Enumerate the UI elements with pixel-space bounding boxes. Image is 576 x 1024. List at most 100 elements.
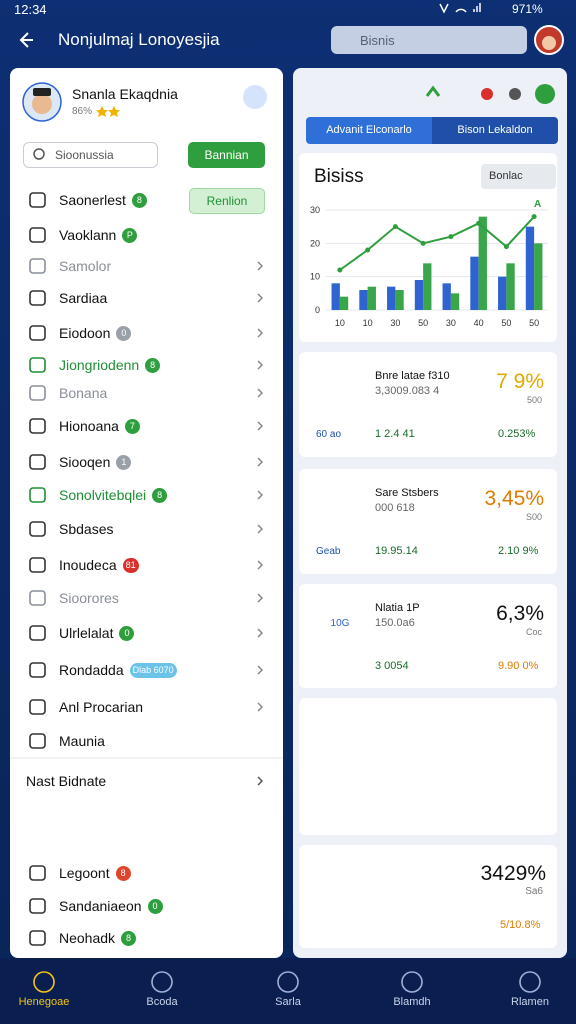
x-tick-label: 30	[390, 318, 400, 328]
menu-badge: 0	[116, 325, 132, 341]
nav-label[interactable]: Bcoda	[146, 996, 178, 1008]
nav-label[interactable]: Rlamen	[511, 996, 549, 1008]
menu-label: Samolor	[59, 258, 112, 274]
menu-item[interactable]: Maunia	[24, 730, 105, 752]
bottom-nav	[0, 958, 576, 1024]
section-title[interactable]: Nast Bidnate	[26, 773, 107, 789]
menu-item[interactable]: Ulrlelalat 0	[24, 622, 135, 644]
menu-badge: 8	[131, 192, 147, 208]
menu-badge: 0	[147, 898, 163, 914]
chevron	[257, 261, 264, 271]
card-value: 3,45%	[484, 487, 544, 510]
chart-title: Bisiss	[314, 166, 364, 187]
menu-item[interactable]: Rondadda Dlab 6070	[24, 659, 177, 681]
card-sub: 3,3009.083 4	[375, 385, 440, 397]
chart-annotation: A	[534, 199, 542, 210]
menu-icon	[29, 733, 46, 749]
last-foot: 5/10.8%	[500, 919, 541, 931]
menu-icon	[29, 557, 46, 573]
top-icon	[535, 84, 555, 104]
donut-label: 0.6	[333, 386, 347, 397]
chevron	[257, 593, 264, 603]
menu-label: Ulrlelalat	[59, 625, 114, 641]
sidebar-search[interactable]	[23, 142, 158, 168]
menu-label: Neohadk	[59, 930, 116, 946]
tab-label[interactable]: Bison Lekaldon	[457, 124, 533, 136]
menu-item[interactable]: Sioorores	[24, 587, 119, 609]
menu-label: Jiongriodenn	[59, 357, 140, 373]
menu-item[interactable]: Inoudeca 81	[24, 554, 139, 576]
bar	[339, 296, 349, 310]
card-value-sub: 500	[526, 395, 542, 405]
profile-rating: 86%	[72, 106, 93, 117]
sidebar-search-icon	[33, 148, 45, 160]
menu-label: Inoudeca	[59, 557, 117, 573]
profile-hat	[33, 88, 51, 96]
header-search[interactable]	[331, 26, 527, 54]
chevron	[257, 360, 264, 370]
menu-label: Hionoana	[59, 418, 119, 434]
card-title: Sare Stsbers	[375, 487, 439, 499]
tab-label[interactable]: Advanit Elconarlo	[326, 124, 412, 136]
menu-item[interactable]: Samolor	[24, 255, 111, 277]
menu-badge: 8	[115, 865, 131, 881]
nav-label[interactable]: Henegoae	[18, 996, 70, 1008]
stat-card	[299, 469, 557, 574]
line-point	[337, 267, 343, 273]
menu-item[interactable]: Sbdases	[24, 518, 113, 540]
menu-label: Anl Procarian	[59, 699, 144, 715]
chart-card	[299, 698, 557, 835]
item-button-text[interactable]: Renlion	[206, 194, 248, 208]
menu-item[interactable]: Anl Procarian	[24, 696, 143, 718]
menu-label: Maunia	[59, 733, 105, 749]
tab[interactable]	[306, 117, 432, 144]
bar	[498, 276, 507, 310]
chart-button[interactable]	[481, 164, 556, 189]
nav-icon	[33, 971, 55, 993]
menu-item[interactable]: Hionoana 7	[24, 415, 140, 437]
card-title: Bnre latae f310	[375, 370, 450, 382]
last-value: 3429%	[480, 862, 546, 885]
menu-label: Eiodoon	[59, 325, 111, 341]
menu-item[interactable]: Jiongriodenn 8	[24, 354, 161, 376]
menu-label: Saonerlest	[59, 192, 126, 208]
menu-item[interactable]: Vaoklann P	[24, 224, 138, 246]
menu-item[interactable]: Sardiaa	[24, 287, 107, 309]
menu-item[interactable]: Bonana	[24, 382, 107, 404]
sidebar-panel	[10, 68, 283, 958]
nav-label[interactable]: Sarla	[275, 996, 301, 1008]
card-value-sub: Coc	[525, 627, 542, 637]
menu-item[interactable]: Sonolvitebqlei 8	[24, 484, 168, 506]
header-title: Nonjulmaj Lonoyesjia	[58, 30, 220, 49]
nav-label[interactable]: Blamdh	[393, 996, 431, 1008]
item-button[interactable]	[189, 188, 265, 214]
menu-label: Sandaniaeon	[59, 898, 142, 914]
menu-badge: 81	[122, 557, 139, 573]
menu-item[interactable]: Siooqen 1	[24, 451, 132, 473]
menu-item[interactable]: Eiodoon 0	[24, 322, 132, 344]
menu-label: Rondadda	[59, 662, 124, 678]
menu-item[interactable]: Sandaniaeon 0	[24, 895, 163, 917]
menu-badge: P	[122, 227, 138, 243]
y-tick-label: 20	[310, 238, 320, 248]
tab[interactable]	[432, 117, 558, 144]
menu-badge: 8	[145, 357, 161, 373]
menu-icon	[29, 418, 46, 434]
top-icon	[425, 85, 441, 97]
status-icons	[439, 3, 481, 14]
line-point	[365, 247, 371, 253]
menu-item[interactable]: Neohadk 8	[24, 927, 137, 949]
donut-label: 10G	[330, 618, 350, 629]
y-tick-label: 0	[315, 305, 320, 315]
chart-button-text[interactable]: Bonlac	[489, 170, 523, 182]
menu-badge: 1	[116, 454, 132, 470]
menu-badge: 8	[152, 487, 168, 503]
menu-icon	[29, 590, 46, 606]
sidebar-button[interactable]	[188, 142, 265, 168]
x-tick-label: 40	[474, 318, 484, 328]
stat-card	[299, 845, 557, 948]
menu-item[interactable]: Legoont 8	[24, 862, 131, 884]
chevron	[257, 665, 264, 675]
menu-item[interactable]: Saonerlest 8	[24, 189, 147, 211]
sidebar-button-text[interactable]: Bannian	[204, 148, 249, 162]
